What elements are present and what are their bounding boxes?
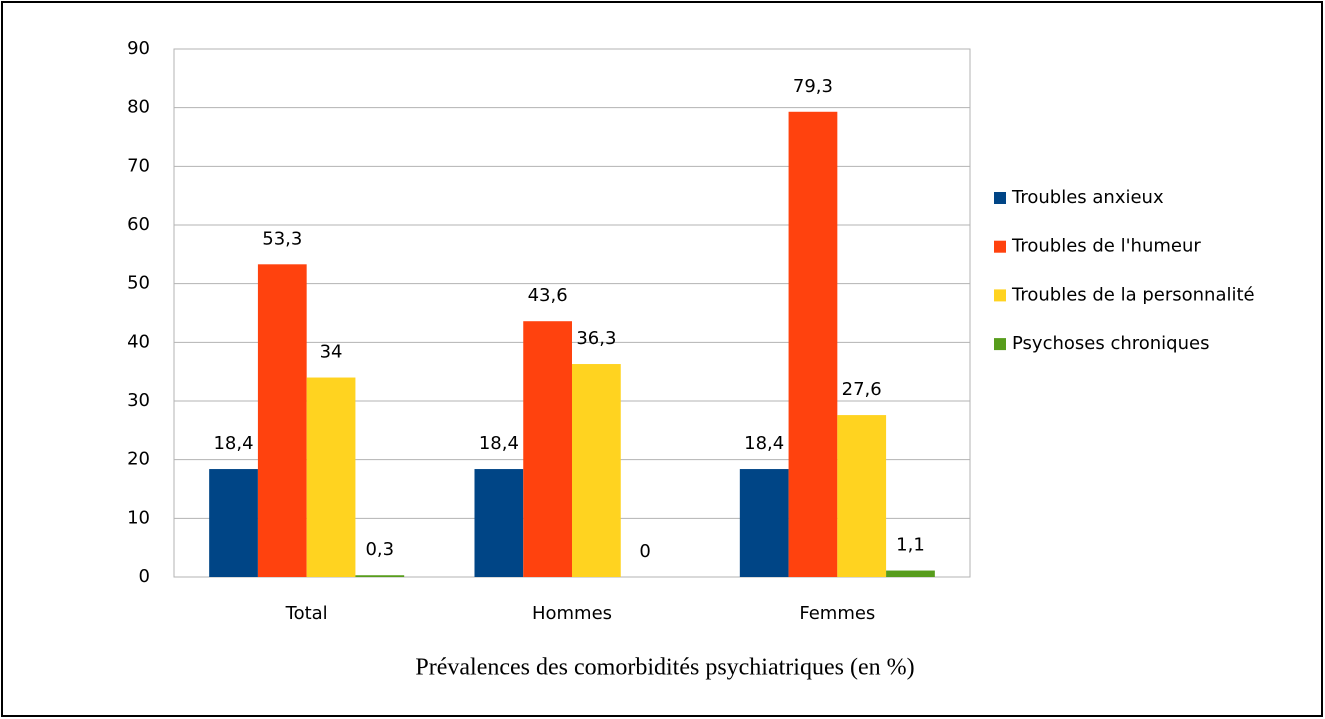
legend-swatch bbox=[994, 338, 1006, 351]
data-label: 18,4 bbox=[213, 433, 253, 454]
data-label: 34 bbox=[320, 342, 343, 363]
y-tick-label: 50 bbox=[127, 273, 150, 294]
bar bbox=[209, 469, 258, 577]
legend-label: Troubles anxieux bbox=[1011, 187, 1164, 208]
bar bbox=[257, 264, 307, 577]
x-tick-label: Total bbox=[285, 603, 328, 624]
legend-swatch bbox=[994, 289, 1006, 302]
bar bbox=[572, 364, 621, 577]
x-tick-label: Hommes bbox=[532, 603, 612, 624]
y-tick-label: 70 bbox=[127, 155, 150, 176]
data-label: 27,6 bbox=[842, 379, 882, 400]
data-label: 36,3 bbox=[576, 328, 616, 349]
bar bbox=[306, 377, 356, 577]
y-tick-label: 90 bbox=[127, 38, 150, 59]
data-label: 43,6 bbox=[528, 285, 568, 306]
bar bbox=[355, 575, 405, 577]
chart-title: Prévalences des comorbidités psychiatriq… bbox=[415, 655, 914, 681]
data-label: 79,3 bbox=[793, 76, 833, 97]
y-tick-label: 60 bbox=[127, 214, 150, 235]
legend-label: Troubles de la personnalité bbox=[1011, 284, 1255, 305]
data-label: 1,1 bbox=[896, 535, 925, 556]
data-label: 18,4 bbox=[479, 433, 519, 454]
bar bbox=[788, 111, 838, 578]
legend-label: Troubles de l'humeur bbox=[1011, 236, 1201, 257]
bar bbox=[837, 415, 887, 577]
legend-label: Psychoses chroniques bbox=[1012, 333, 1209, 354]
legend-swatch bbox=[994, 240, 1006, 253]
y-tick-label: 0 bbox=[139, 566, 150, 587]
data-label: 0,3 bbox=[365, 539, 394, 560]
y-tick-label: 20 bbox=[127, 449, 150, 470]
bar bbox=[739, 469, 789, 577]
y-tick-label: 10 bbox=[127, 507, 150, 528]
bar bbox=[523, 321, 572, 577]
bar bbox=[886, 570, 935, 577]
y-tick-label: 80 bbox=[127, 97, 150, 118]
y-tick-label: 30 bbox=[127, 390, 150, 411]
x-tick-label: Femmes bbox=[799, 603, 875, 624]
legend-swatch bbox=[994, 192, 1006, 204]
bar bbox=[474, 469, 524, 577]
y-tick-label: 40 bbox=[127, 331, 150, 352]
data-label: 0 bbox=[639, 541, 650, 562]
data-label: 18,4 bbox=[744, 433, 784, 454]
data-label: 53,3 bbox=[262, 228, 302, 249]
